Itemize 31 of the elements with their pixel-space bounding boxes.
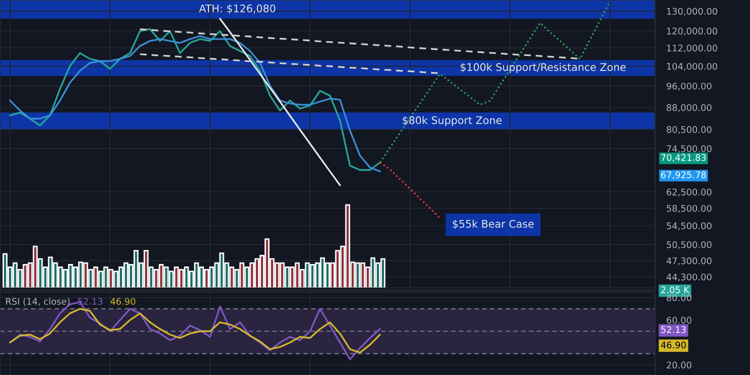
text: 70,421.83 (661, 154, 706, 162)
text: 67,925.78 (661, 171, 706, 180)
y-tick-label: 80,500.00 (666, 126, 712, 134)
y-tick-label: 74,500.00 (666, 145, 712, 154)
y-tick-label: 50,500.00 (666, 241, 712, 249)
annotation: 46.90 (110, 298, 136, 305)
band-label: $100k Support/Resistance Zone (460, 62, 626, 74)
text: 52.13 (661, 326, 686, 334)
y-tick-label: 54,500.00 (666, 222, 712, 230)
band-label: ATH: $126,080 (199, 4, 276, 14)
band-label: $80k Support Zone (402, 116, 502, 126)
y-tick-label: 47,300.00 (666, 257, 712, 266)
text: RSI (14, close) (6, 298, 70, 306)
y-tick-label: 44,300.00 (666, 274, 712, 282)
annotation: 52.13 (78, 298, 102, 305)
text: 46.90 (660, 342, 686, 348)
text: 2.05 K (661, 286, 690, 294)
y-tick-label: 20.00 (666, 362, 692, 368)
y-tick-label: 112,000.00 (667, 44, 718, 52)
line-series (9, 308, 381, 354)
y-tick-label: 60.00 (666, 316, 692, 324)
annotation: $55k Bear Case (452, 220, 534, 230)
y-tick-label: 120,000.00 (667, 28, 718, 36)
y-tick-label: 130,000.00 (667, 8, 718, 16)
y-tick-label: 58,500.00 (666, 204, 712, 213)
y-tick-label: 104,000.00 (667, 62, 718, 71)
y-tick-label: 88,000.00 (666, 104, 712, 112)
y-tick-label: 62,500.00 (666, 188, 712, 196)
line-series (379, 162, 441, 219)
y-tick-label: 96,000.00 (666, 82, 712, 90)
line-series (219, 18, 341, 186)
